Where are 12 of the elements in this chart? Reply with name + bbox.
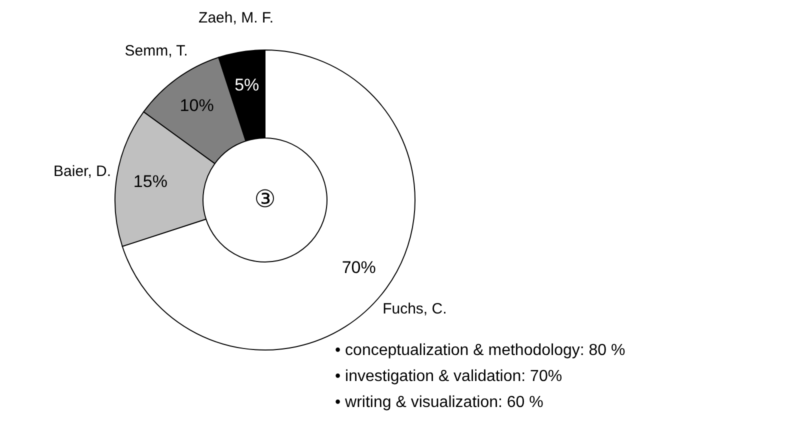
slice-label: Baier, D. bbox=[54, 163, 112, 180]
data-label: 10% bbox=[180, 96, 214, 116]
data-label: 15% bbox=[133, 172, 168, 191]
text: • writing & visualization: 60 % bbox=[335, 394, 544, 411]
data-label: 70% bbox=[342, 258, 376, 278]
slice-label: Semm, T. bbox=[124, 42, 188, 60]
data-label: 5% bbox=[234, 75, 260, 94]
slice-label: Fuchs, C. bbox=[382, 300, 447, 318]
text: • conceptualization & methodology: 80 % bbox=[335, 342, 626, 359]
slice-label: Zaeh, M. F. bbox=[198, 9, 274, 26]
text: ③ bbox=[254, 185, 276, 213]
text: • investigation & validation: 70% bbox=[335, 368, 562, 385]
